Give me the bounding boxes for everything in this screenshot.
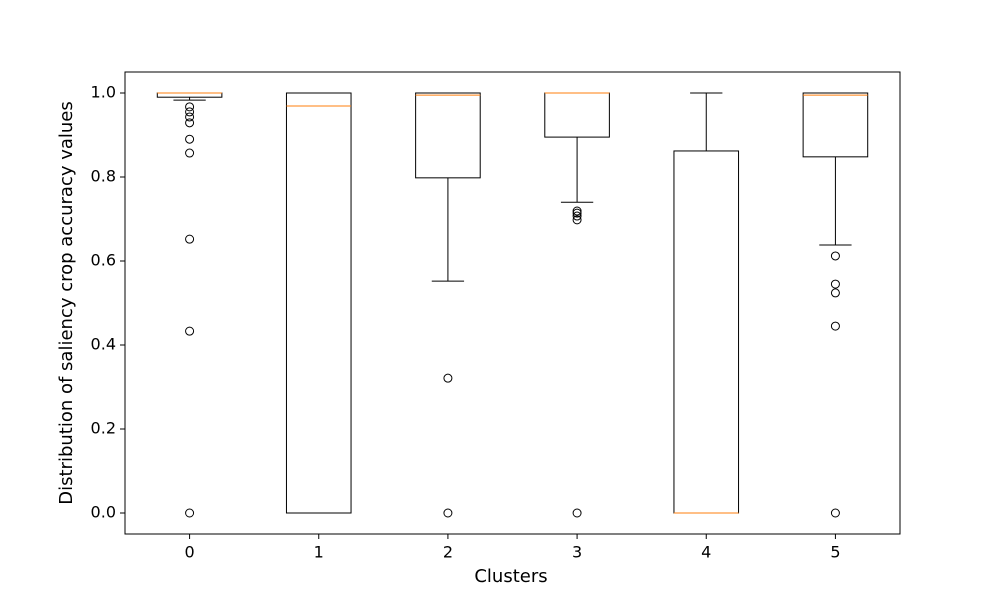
y-tick-label: 0.0	[91, 503, 116, 522]
flier	[185, 234, 195, 244]
y-tick-label: 0.2	[91, 419, 116, 438]
y-axis-label: Distribution of saliency crop accuracy v…	[56, 101, 77, 505]
flier	[830, 288, 840, 298]
x-tick-label: 4	[701, 543, 711, 562]
x-tick-label: 0	[184, 543, 194, 562]
flier	[185, 134, 195, 144]
flier	[185, 112, 195, 122]
x-tick-label: 2	[443, 543, 453, 562]
flier	[572, 215, 582, 225]
x-tick-label: 1	[314, 543, 324, 562]
flier	[185, 508, 195, 518]
x-tick-label: 5	[830, 543, 840, 562]
y-tick-label: 1.0	[91, 83, 116, 102]
flier	[185, 148, 195, 158]
x-tick-label: 3	[572, 543, 582, 562]
flier	[572, 508, 582, 518]
flier	[443, 373, 453, 383]
flier	[830, 508, 840, 518]
y-tick-label: 0.8	[91, 167, 116, 186]
flier	[185, 326, 195, 336]
flier	[443, 508, 453, 518]
plot-frame	[124, 71, 901, 535]
box	[285, 92, 352, 514]
box	[802, 92, 869, 158]
flier	[830, 321, 840, 331]
flier	[830, 279, 840, 289]
flier	[572, 206, 582, 216]
box	[156, 92, 223, 98]
x-axis-label: Clusters	[474, 566, 547, 587]
box	[415, 92, 481, 179]
y-tick-label: 0.6	[91, 251, 116, 270]
flier	[185, 107, 195, 117]
flier	[572, 208, 582, 218]
flier	[830, 251, 840, 261]
y-tick-label: 0.4	[91, 335, 116, 354]
box	[544, 92, 610, 138]
flier	[185, 102, 195, 112]
flier	[185, 118, 195, 128]
box	[673, 150, 740, 514]
flier	[572, 211, 582, 221]
